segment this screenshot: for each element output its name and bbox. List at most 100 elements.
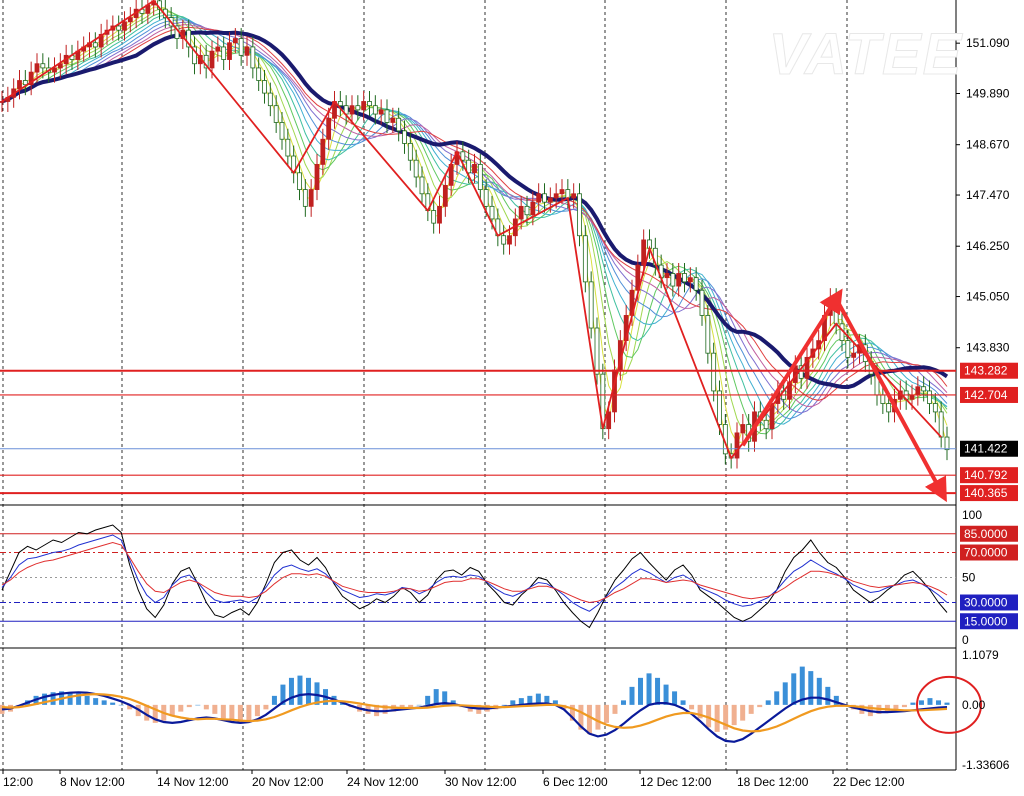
candle-body — [880, 394, 886, 404]
macd-bar — [118, 704, 124, 706]
candle-body — [279, 122, 285, 140]
price-axis-label: 149.890 — [966, 87, 1010, 101]
candle-body — [507, 235, 512, 245]
macd-bar — [884, 704, 890, 712]
candle-body — [17, 80, 22, 90]
macd-bar — [689, 704, 695, 710]
price-axis-label: 148.670 — [966, 138, 1010, 152]
highlight-circle — [916, 675, 982, 734]
macd-bar — [620, 700, 626, 705]
macd-bar — [50, 692, 56, 705]
candle-body — [472, 164, 477, 174]
price-level-tag-label: 143.282 — [964, 364, 1008, 378]
price-level-tag — [960, 386, 1018, 403]
macd-bar — [84, 695, 90, 705]
macd-bar — [220, 704, 226, 719]
current-price-tag-label: 141.422 — [964, 442, 1008, 456]
time-axis-label: 14 Nov 12:00 — [157, 775, 229, 789]
candle-body — [547, 197, 553, 203]
macd-bar — [416, 704, 422, 706]
macd-bar — [237, 704, 243, 723]
time-axis-label: 12:00 — [3, 775, 33, 789]
macd-bar — [603, 704, 609, 723]
macd-bar — [638, 677, 644, 705]
macd-bar — [288, 677, 294, 705]
candle-body — [530, 201, 536, 216]
candle-body — [320, 138, 326, 165]
candle-body — [244, 46, 250, 56]
candles — [0, 0, 950, 469]
macd-bar — [901, 704, 907, 708]
candle-body — [28, 71, 34, 86]
macd-bar — [535, 693, 541, 705]
oscillator-axis-label: 50 — [962, 571, 976, 585]
candle-body — [705, 315, 711, 354]
candle-body — [687, 277, 693, 283]
time-axis-label: 6 Dec 12:00 — [543, 775, 608, 789]
oscillator-axis-label: 0 — [962, 633, 969, 647]
candle-body — [641, 239, 647, 266]
candle-body — [221, 46, 227, 60]
candle-body — [489, 205, 495, 220]
macd-signal-line — [1, 692, 948, 733]
candle-body — [571, 193, 577, 199]
macd-bar — [774, 691, 780, 705]
oscillator-level-tag — [960, 525, 1018, 542]
candle-body — [396, 117, 402, 132]
macd-bar — [723, 704, 729, 730]
candle-body — [92, 42, 98, 48]
macd-bar — [442, 691, 448, 705]
macd-bar — [825, 686, 831, 705]
candle-body — [273, 105, 279, 123]
price-level-tag — [960, 485, 1018, 502]
candle-body — [34, 63, 40, 73]
trend-arrows — [741, 288, 947, 503]
candle-body — [932, 403, 938, 413]
down-arrow — [834, 297, 947, 503]
macd-panel: 1.1079 0.00 -1.33606 — [0, 648, 1010, 772]
candle-body — [122, 21, 127, 31]
zigzag-line — [1, 0, 942, 460]
macd-bar — [808, 671, 814, 705]
candle-body — [582, 235, 588, 283]
macd-bar — [527, 695, 533, 705]
macd-main-line — [1, 691, 948, 743]
candle-body — [250, 46, 256, 69]
candle-body — [536, 193, 542, 203]
candle-body — [442, 184, 448, 207]
candle-body — [542, 193, 547, 203]
ma-long-line — [1, 30, 949, 390]
candle-body — [559, 189, 565, 195]
macd-bar — [93, 698, 99, 705]
time-axis-label: 22 Dec 12:00 — [833, 775, 905, 789]
macd-bar — [152, 704, 158, 723]
macd-bar — [799, 666, 805, 705]
macd-bar — [314, 682, 320, 705]
time-axis-label: 12 Dec 12:00 — [640, 775, 712, 789]
candle-body — [116, 25, 122, 31]
candle-body — [594, 327, 600, 375]
macd-bar — [893, 704, 899, 710]
oscillator-line-1 — [1, 534, 948, 612]
candle-body — [851, 352, 857, 358]
candle-body — [938, 411, 944, 438]
candle-body — [518, 205, 524, 220]
candle-body — [437, 205, 442, 224]
macd-bar — [229, 704, 235, 721]
macd-bar — [501, 704, 507, 706]
candle-body — [769, 403, 775, 430]
price-axis-label: 145.050 — [966, 290, 1010, 304]
candle-body — [921, 386, 927, 392]
candle-body — [915, 386, 921, 396]
candle-body — [431, 210, 437, 224]
macd-bar — [757, 704, 763, 708]
macd-bar — [518, 698, 524, 705]
macd-bar — [127, 704, 133, 710]
candle-body — [390, 117, 396, 123]
candle-body — [192, 46, 197, 65]
candle-body — [367, 101, 372, 107]
oscillator-level-tag-label: 70.0000 — [964, 546, 1008, 560]
macd-bar — [680, 700, 686, 705]
macd-bar — [655, 677, 661, 705]
